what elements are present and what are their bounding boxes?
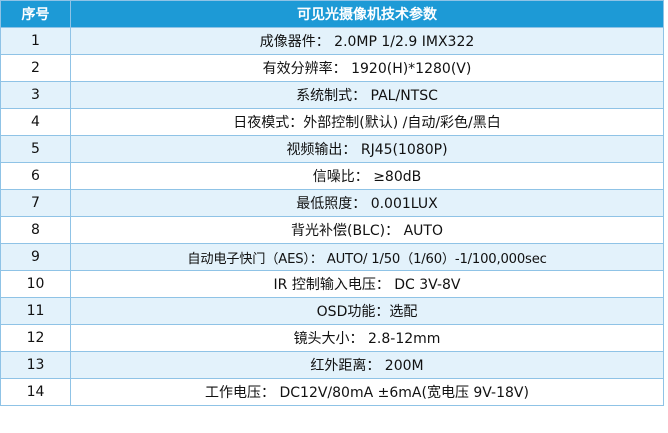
row-value-cell: 红外距离： 200M <box>70 351 664 379</box>
table-row: 12 镜头大小： 2.8-12mm <box>0 324 664 352</box>
table-row: 1 成像器件： 2.0MP 1/2.9 IMX322 <box>0 27 664 55</box>
table-row: 13 红外距离： 200M <box>0 351 664 379</box>
row-index-cell: 11 <box>0 297 71 325</box>
row-index-cell: 9 <box>0 243 71 271</box>
table-row: 11 OSD功能：选配 <box>0 297 664 325</box>
table-row: 5 视频输出： RJ45(1080P) <box>0 135 664 163</box>
row-index-cell: 10 <box>0 270 71 298</box>
row-value-cell: 自动电子快门（AES）： AUTO/ 1/50（1/60）-1/100,000s… <box>70 243 664 271</box>
table-row: 2 有效分辨率： 1920(H)*1280(V) <box>0 54 664 82</box>
row-value-cell: OSD功能：选配 <box>70 297 664 325</box>
row-index-cell: 3 <box>0 81 71 109</box>
row-value-cell: IR 控制输入电压： DC 3V-8V <box>70 270 664 298</box>
row-index-cell: 6 <box>0 162 71 190</box>
row-value-cell: 视频输出： RJ45(1080P) <box>70 135 664 163</box>
row-value-cell: 工作电压： DC12V/80mA ±6mA(宽电压 9V-18V) <box>70 378 664 406</box>
row-index-cell: 12 <box>0 324 71 352</box>
table-row: 6 信噪比： ≥80dB <box>0 162 664 190</box>
row-index-cell: 5 <box>0 135 71 163</box>
row-value-cell: 成像器件： 2.0MP 1/2.9 IMX322 <box>70 27 664 55</box>
table-row: 14 工作电压： DC12V/80mA ±6mA(宽电压 9V-18V) <box>0 378 664 406</box>
row-value-cell: 最低照度： 0.001LUX <box>70 189 664 217</box>
row-index-cell: 14 <box>0 378 71 406</box>
table-body: 1 成像器件： 2.0MP 1/2.9 IMX322 2 有效分辨率： 1920… <box>0 27 664 406</box>
row-index-cell: 7 <box>0 189 71 217</box>
spec-table: 序号 可见光摄像机技术参数 1 成像器件： 2.0MP 1/2.9 IMX322… <box>0 0 664 406</box>
row-value-cell: 信噪比： ≥80dB <box>70 162 664 190</box>
header-title-cell: 可见光摄像机技术参数 <box>70 0 664 28</box>
table-row: 8 背光补偿(BLC)： AUTO <box>0 216 664 244</box>
row-value-cell: 系统制式： PAL/NTSC <box>70 81 664 109</box>
table-header: 序号 可见光摄像机技术参数 <box>0 0 664 28</box>
row-value-cell: 背光补偿(BLC)： AUTO <box>70 216 664 244</box>
row-index-cell: 2 <box>0 54 71 82</box>
table-row: 10 IR 控制输入电压： DC 3V-8V <box>0 270 664 298</box>
table-row: 9 自动电子快门（AES）： AUTO/ 1/50（1/60）-1/100,00… <box>0 243 664 271</box>
row-index-cell: 8 <box>0 216 71 244</box>
row-value-cell: 有效分辨率： 1920(H)*1280(V) <box>70 54 664 82</box>
header-index-cell: 序号 <box>0 0 71 28</box>
row-index-cell: 1 <box>0 27 71 55</box>
header-row: 序号 可见光摄像机技术参数 <box>0 0 664 28</box>
row-value-cell: 镜头大小： 2.8-12mm <box>70 324 664 352</box>
table-row: 4 日夜模式：外部控制(默认) /自动/彩色/黑白 <box>0 108 664 136</box>
row-index-cell: 4 <box>0 108 71 136</box>
row-index-cell: 13 <box>0 351 71 379</box>
table-row: 7 最低照度： 0.001LUX <box>0 189 664 217</box>
row-value-cell: 日夜模式：外部控制(默认) /自动/彩色/黑白 <box>70 108 664 136</box>
table-row: 3 系统制式： PAL/NTSC <box>0 81 664 109</box>
